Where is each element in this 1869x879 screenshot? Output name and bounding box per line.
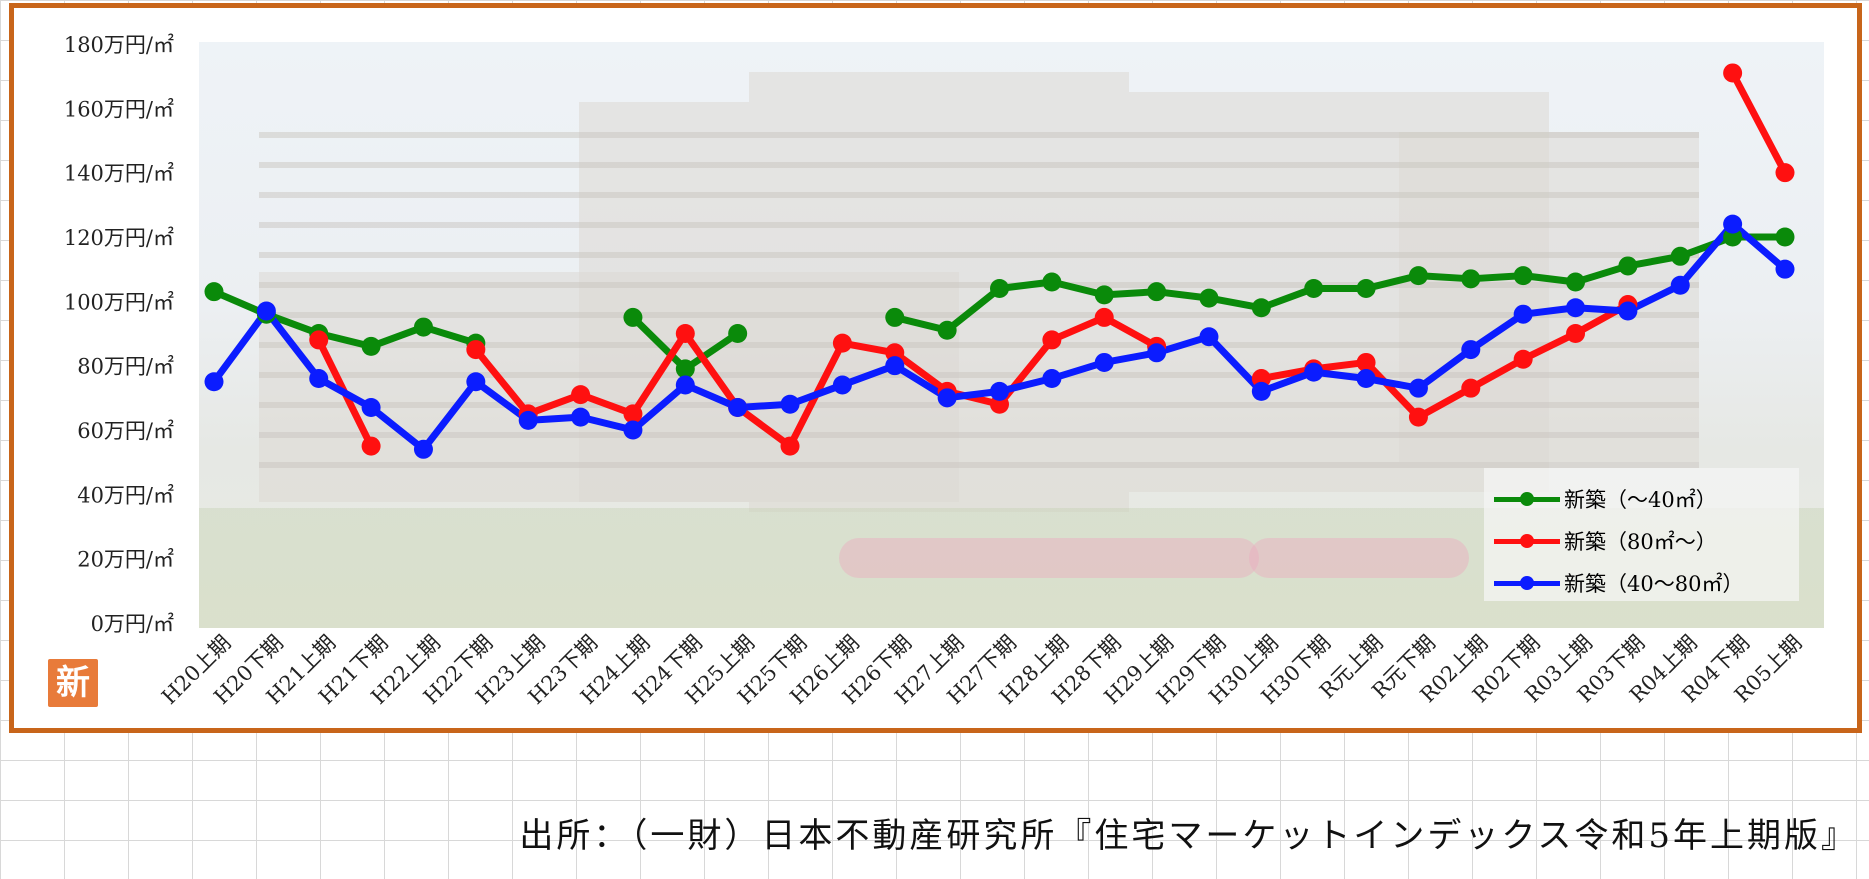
data-point [1461,340,1481,360]
data-point [1304,362,1324,382]
data-point [1094,352,1114,372]
data-point [1513,304,1533,324]
data-point [309,330,329,350]
data-point [1199,327,1219,347]
data-point [623,404,643,424]
data-point [1199,288,1219,308]
data-point [204,372,224,392]
data-point [1251,298,1271,318]
data-point [1566,298,1586,318]
data-point [780,394,800,414]
y-tick-label: 100万円/㎡ [64,290,174,314]
data-point [1356,352,1376,372]
data-point [1408,378,1428,398]
data-point [675,375,695,395]
data-point [1566,272,1586,292]
data-point [1356,369,1376,389]
series-line [1729,69,1789,177]
data-point [361,336,381,356]
y-tick-label: 180万円/㎡ [64,33,174,57]
data-point [1094,285,1114,305]
data-point [1461,378,1481,398]
y-tick-label: 40万円/㎡ [77,483,174,507]
data-point [623,307,643,327]
data-point [937,388,957,408]
legend-item: 新築（40～80㎡） [1494,568,1743,598]
data-point [256,301,276,321]
data-point [885,307,905,327]
data-point [990,278,1009,298]
chart-legend: 新築（～40㎡） 新築（80㎡～） 新築（40～80㎡） [1484,468,1799,601]
y-tick-label: 60万円/㎡ [77,419,174,443]
data-point [1670,246,1690,266]
data-point [728,397,748,417]
data-point [413,317,433,337]
y-tick-label: 140万円/㎡ [64,162,174,186]
data-point [675,359,695,379]
legend-label: 新築（80㎡～） [1564,530,1717,554]
data-point [1723,214,1743,234]
data-point [571,407,591,427]
data-point [204,282,224,302]
data-point [1042,272,1062,292]
series-line [891,233,1789,334]
data-point [1670,275,1690,295]
data-point [1356,278,1376,298]
new-build-badge: 新 [48,659,98,707]
data-point [990,381,1009,401]
series-line [210,288,480,350]
data-point [1723,63,1743,83]
y-tick-label: 80万円/㎡ [77,355,174,379]
data-point [361,397,381,417]
legend-item: 新築（80㎡～） [1494,526,1717,556]
data-point [1775,227,1795,247]
data-point [1408,407,1428,427]
data-point [1251,381,1271,401]
source-caption: 出所：（一財）日本不動産研究所『住宅マーケットインデックス令和5年上期版』 [519,816,1858,856]
y-tick-label: 20万円/㎡ [77,548,174,572]
data-point [518,410,538,430]
data-point [571,385,591,405]
data-point [1618,301,1638,321]
chart-frame[interactable]: 0万円/㎡ 20万円/㎡ 40万円/㎡ 60万円/㎡ 80万円/㎡ 100万円/㎡ 120万… [9,3,1862,733]
data-point [832,333,852,353]
data-point [623,420,643,440]
data-point [832,375,852,395]
data-point [1566,324,1586,343]
data-point [466,372,486,392]
data-point [1513,266,1533,286]
data-point [1147,282,1167,302]
data-point [780,436,800,456]
data-point [466,340,486,360]
data-point [1304,278,1324,298]
data-point [1147,343,1167,363]
data-point [675,324,695,343]
data-point [361,436,381,456]
data-point [728,324,748,343]
data-point [1775,163,1795,183]
data-point [1775,259,1795,279]
data-point [413,439,433,459]
data-point [937,320,957,340]
legend-label: 新築（40～80㎡） [1564,572,1744,596]
data-point [885,356,905,376]
data-point [1513,349,1533,369]
y-tick-label: 160万円/㎡ [64,97,174,121]
legend-item: 新築（～40㎡） [1494,484,1717,514]
legend-label: 新築（～40㎡） [1564,488,1717,512]
data-point [309,369,329,389]
y-tick-label: 0万円/㎡ [91,612,174,636]
data-point [1042,369,1062,389]
data-point [1461,269,1481,289]
background-photo [199,42,1824,628]
data-point [1094,307,1114,327]
data-point [1042,330,1062,350]
data-point [1618,256,1638,276]
data-point [1408,266,1428,286]
line-chart: 0万円/㎡ 20万円/㎡ 40万円/㎡ 60万円/㎡ 80万円/㎡ 100万円/㎡ 120万… [64,33,1807,709]
y-tick-label: 120万円/㎡ [64,226,174,250]
